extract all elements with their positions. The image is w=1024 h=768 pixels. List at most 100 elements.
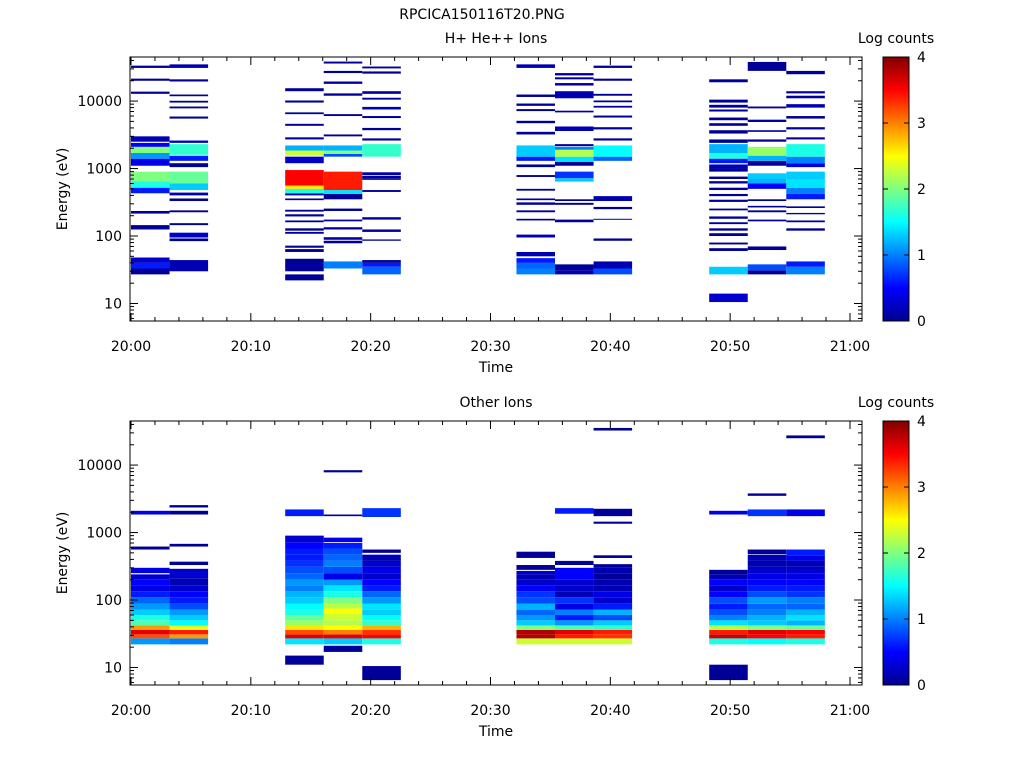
heatmap-cell: [285, 123, 324, 126]
heatmap-cell: [555, 171, 594, 179]
heatmap-cell: [747, 139, 787, 142]
heatmap-cell: [323, 620, 363, 626]
heatmap-cell: [516, 109, 556, 112]
heatmap-cell: [516, 638, 556, 645]
heatmap-cell: [169, 609, 209, 615]
heatmap-cell: [362, 91, 401, 94]
colorbar: Log counts 0 1 2 3 4: [858, 395, 934, 694]
heatmap-cell: [516, 120, 556, 124]
colorbar-label: Log counts: [858, 31, 934, 47]
colorbar-tick-label: 2: [917, 546, 926, 562]
heatmap-cell: [323, 237, 363, 240]
x-axis-ticks: [130, 421, 851, 685]
heatmap-cell: [323, 585, 363, 592]
heatmap-cell: [593, 564, 633, 568]
x-axis-label: Time: [478, 724, 513, 740]
heatmap-cell: [131, 268, 170, 275]
heatmap-cell: [786, 178, 825, 188]
heatmap-cell: [285, 585, 324, 592]
x-tick-label: 20:40: [590, 703, 630, 719]
heatmap-cell: [747, 119, 787, 122]
heatmap-cell: [323, 560, 363, 567]
heatmap-cell: [516, 103, 556, 106]
heatmap-cell: [169, 260, 209, 272]
heatmap-cell: [747, 579, 787, 586]
heatmap-cell: [709, 99, 748, 103]
heatmap-cell: [362, 260, 401, 263]
heatmap-cell: [709, 164, 748, 169]
x-tick-label: 20:20: [350, 339, 390, 355]
heatmap-cell: [709, 574, 748, 580]
heatmap-cell: [709, 569, 748, 575]
heatmap-cell: [323, 548, 363, 555]
heatmap-cell: [131, 591, 170, 598]
heatmap-cell: [555, 162, 594, 166]
heatmap-cell: [709, 109, 748, 112]
heatmap-cell: [593, 625, 633, 630]
heatmap-cell: [786, 70, 825, 75]
heatmap-cell: [555, 625, 594, 630]
heatmap-cell: [169, 100, 209, 103]
heatmap-cell: [362, 116, 401, 119]
heatmap-cell: [285, 156, 324, 164]
heatmap-cell: [709, 579, 748, 586]
heatmap-cell: [323, 597, 363, 604]
heatmap-cell: [516, 234, 556, 238]
heatmap-cell: [786, 597, 825, 604]
heatmap-cell: [516, 565, 556, 570]
heatmap-cell: [362, 262, 401, 267]
heatmap-cell: [516, 164, 556, 168]
y-tick-label: 10000: [77, 458, 122, 474]
heatmap-cell: [555, 110, 594, 113]
heatmap-cell: [709, 104, 748, 108]
heatmap-cell: [786, 171, 825, 179]
heatmap-cell: [555, 156, 594, 162]
heatmap-cell: [555, 264, 594, 271]
heatmap-cell: [555, 149, 594, 157]
heatmap-cell: [747, 625, 787, 630]
heatmap-cell: [516, 210, 556, 213]
heatmap-cell: [323, 591, 363, 598]
heatmap-cell: [709, 233, 748, 237]
heatmap-cell: [323, 240, 363, 244]
figure-filename: RPCICA150116T20.PNG: [399, 7, 564, 23]
heatmap-cell: [747, 620, 787, 626]
heatmap-cell: [362, 178, 401, 180]
heatmap-cell: [516, 579, 556, 586]
y-tick-label: 100: [95, 593, 122, 609]
heatmap-cell: [555, 202, 594, 205]
heatmap-cell: [555, 199, 594, 202]
heatmap-cell: [786, 573, 825, 580]
heatmap-cell: [747, 199, 787, 202]
heatmap-cell: [285, 170, 324, 186]
heatmap-cell: [516, 202, 556, 205]
heatmap-cell: [362, 560, 401, 567]
heatmap-cell: [709, 144, 748, 153]
heatmap-cell: [786, 591, 825, 598]
heatmap-cell: [285, 634, 324, 639]
heatmap-cell: [555, 270, 594, 275]
heatmap-cell: [131, 78, 170, 81]
heatmap-cell: [516, 574, 556, 580]
heatmap-cell: [516, 629, 556, 635]
heatmap-cell: [786, 193, 825, 200]
heatmap-cell: [786, 156, 825, 164]
heatmap-cell: [169, 198, 209, 202]
heatmap-cell: [362, 579, 401, 586]
heatmap-cell: [131, 181, 170, 188]
heatmap-cell: [323, 81, 363, 84]
heatmap-cell: [169, 561, 209, 566]
heatmap-cell: [709, 293, 748, 303]
heatmap-cell: [285, 258, 324, 272]
heatmap-cell: [786, 555, 825, 561]
heatmap-cell: [516, 597, 556, 604]
heatmap-cell: [747, 566, 787, 574]
heatmap-cell: [362, 175, 401, 179]
heatmap-cell: [323, 608, 363, 615]
heatmap-cell: [555, 609, 594, 615]
heatmap-cell: [593, 127, 633, 130]
heatmap-cell: [169, 192, 209, 196]
heatmap-cell: [593, 521, 633, 524]
heatmap-cell: [169, 183, 209, 191]
heatmap-cell: [285, 137, 324, 140]
